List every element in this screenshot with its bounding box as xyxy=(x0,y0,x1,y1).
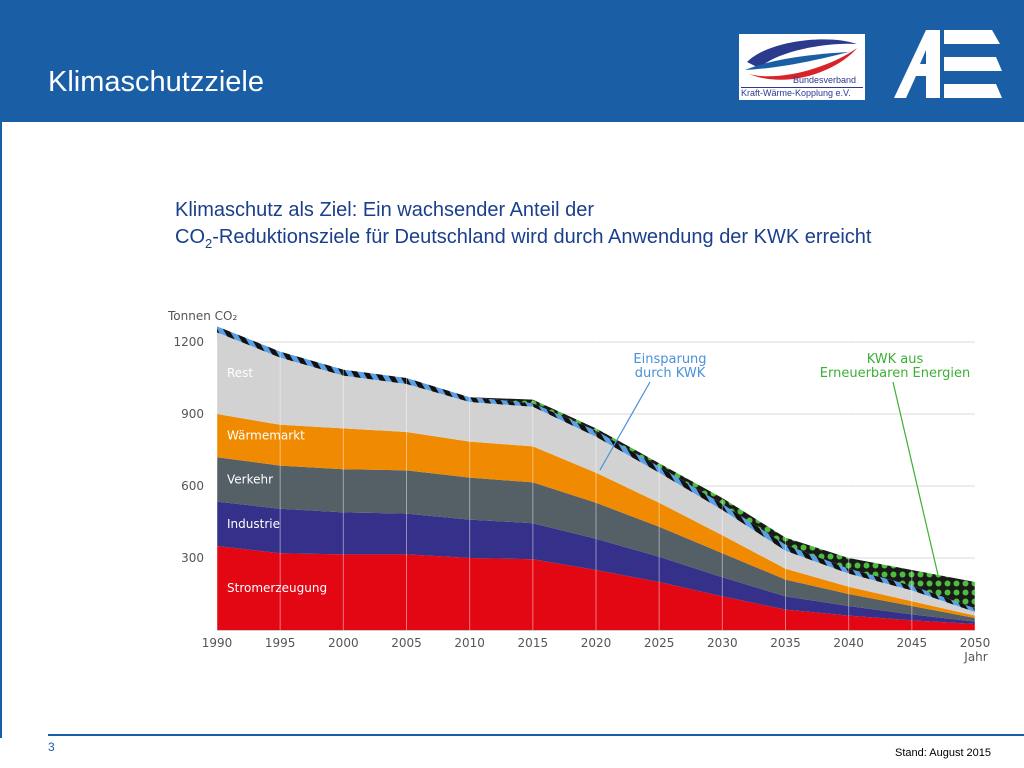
x-axis-label: Jahr xyxy=(963,650,987,664)
x-tick-label-2045: 2045 xyxy=(897,636,928,650)
x-tick-label-2005: 2005 xyxy=(391,636,422,650)
area-stromerzeugung xyxy=(217,546,975,630)
area-rest xyxy=(217,332,975,616)
x-tick-label-2035: 2035 xyxy=(770,636,801,650)
area-label-4: Rest xyxy=(227,366,253,380)
y-tick-label-300: 300 xyxy=(181,551,204,565)
footer-line xyxy=(48,734,1024,736)
x-tick-label-2015: 2015 xyxy=(518,636,549,650)
stand-date: Stand: August 2015 xyxy=(895,747,992,759)
bkwk-logo-line1: Bundesverband xyxy=(793,75,857,85)
callout-kwk-pointer xyxy=(892,381,939,576)
x-tick-label-2050: 2050 xyxy=(960,636,991,650)
page-title: Klimaschutzziele xyxy=(48,66,264,98)
subtitle-line1: Klimaschutz als Ziel: Ein wachsender Ant… xyxy=(175,199,595,221)
co2-area-chart: Rest Wärmemarkt Verkehr Industrie Stromerzeu… xyxy=(167,309,991,664)
x-tick-label-1990: 1990 xyxy=(202,636,233,650)
callout-einsparung-line2: durch KWK xyxy=(635,366,706,381)
page-number: 3 xyxy=(48,740,55,754)
area-industrie xyxy=(217,501,975,624)
y-tick-label-1200: 1200 xyxy=(173,335,204,349)
slide-subtitle: Klimaschutz als Ziel: Ein wachsender Ant… xyxy=(175,197,871,257)
bkwk-swoosh-icon xyxy=(745,39,857,80)
header-bar xyxy=(0,0,1024,122)
y-axis-label: Tonnen CO₂ xyxy=(167,309,237,323)
x-tick-label-2040: 2040 xyxy=(833,636,864,650)
area-label-0: Stromerzeugung xyxy=(227,581,327,595)
x-tick-label-2000: 2000 xyxy=(328,636,359,650)
area-kwk-aus-erneuerbaren-energien xyxy=(217,326,975,609)
y-tick-label-900: 900 xyxy=(181,407,204,421)
callout-einsparung-pointer xyxy=(599,381,651,471)
callout-einsparung-line1: Einsparung xyxy=(633,352,706,367)
x-tick-label-2030: 2030 xyxy=(707,636,738,650)
area-einsparung-durch-kwk xyxy=(217,326,975,612)
x-tick-label-2025: 2025 xyxy=(644,636,675,650)
subtitle-sub: 2 xyxy=(205,236,213,251)
area-label-2: Verkehr xyxy=(227,472,273,486)
area-label-1: Industrie xyxy=(227,517,280,531)
x-tick-label-2020: 2020 xyxy=(581,636,612,650)
ae-logo-icon xyxy=(894,30,1002,98)
bkwk-logo-line2: Kraft-Wärme-Kopplung e.V. xyxy=(741,87,863,98)
area-label-3: Wärmemarkt xyxy=(227,429,305,443)
y-tick-label-600: 600 xyxy=(181,479,204,493)
x-tick-label-1995: 1995 xyxy=(265,636,296,650)
area-verkehr xyxy=(217,457,975,622)
left-border-line xyxy=(0,122,2,738)
subtitle-co: CO xyxy=(175,226,205,248)
x-tick-label-2010: 2010 xyxy=(454,636,485,650)
callout-kwk-line2: Erneuerbaren Energien xyxy=(820,366,970,381)
bkwk-logo xyxy=(739,34,865,100)
subtitle-line2: -Reduktionsziele für Deutschland wird du… xyxy=(212,226,872,248)
callout-kwk-line1: KWK aus xyxy=(867,352,924,367)
area-wärmemarkt xyxy=(217,414,975,618)
